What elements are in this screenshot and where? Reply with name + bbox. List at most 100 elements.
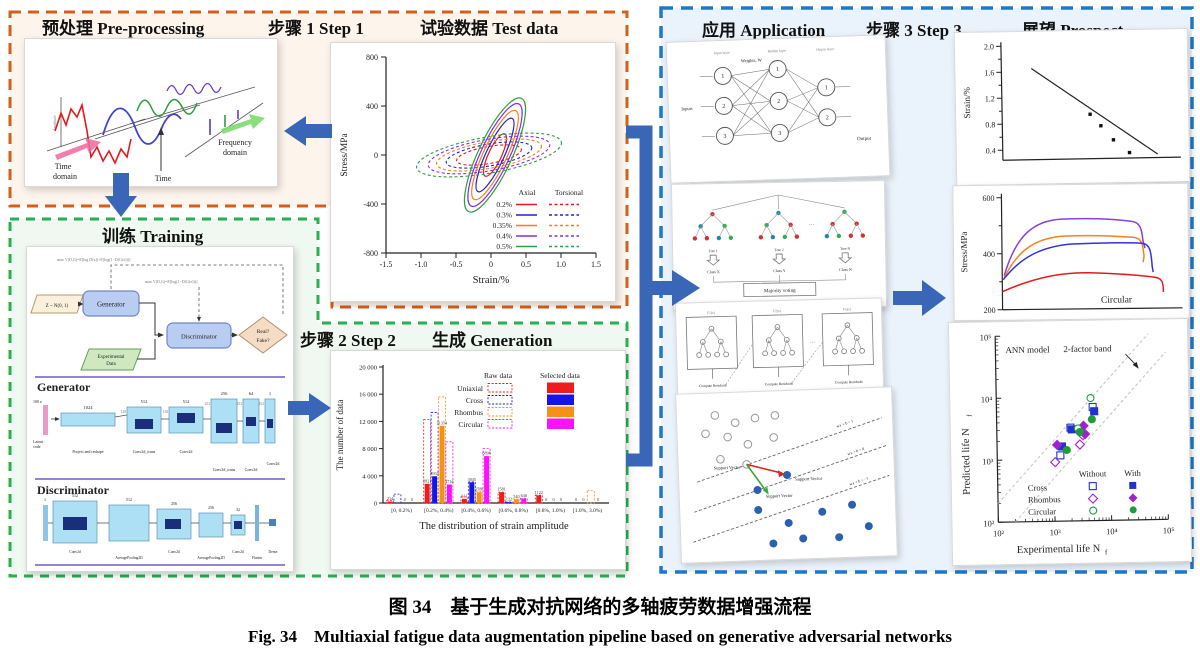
svg-text:Dense: Dense <box>269 550 278 554</box>
hysteresis-loops <box>415 97 563 213</box>
svg-text:8 000: 8 000 <box>362 446 377 453</box>
svg-text:11354: 11354 <box>437 420 448 425</box>
svg-text:-400: -400 <box>363 200 378 209</box>
svg-text:Conv2d: Conv2d <box>267 461 280 466</box>
svg-text:122: 122 <box>506 497 512 502</box>
svg-text:4 000: 4 000 <box>362 473 377 480</box>
svg-text:0.5%: 0.5% <box>496 242 512 251</box>
stress-curve <box>1003 234 1145 279</box>
svg-text:Conv2d: Conv2d <box>245 467 258 472</box>
svg-text:Rhombus: Rhombus <box>454 408 483 417</box>
svg-text:512: 512 <box>183 399 190 404</box>
svg-text:512: 512 <box>72 493 78 498</box>
svg-text:0: 0 <box>411 497 413 502</box>
svm-card: wx + b = 1 wx + b = 0 wx + b = −1 <box>675 386 898 564</box>
ann-weights-label: Weights, W <box>741 58 763 65</box>
svg-text:3: 3 <box>778 131 781 137</box>
svg-text:0.8: 0.8 <box>985 120 995 129</box>
svg-text:1.2: 1.2 <box>985 94 995 103</box>
svg-text:-800: -800 <box>363 249 378 258</box>
svg-text:640: 640 <box>521 493 527 498</box>
svg-text:0: 0 <box>553 497 555 502</box>
header-training: 训练 Training <box>102 227 204 246</box>
svg-text:Conv2d: Conv2d <box>232 550 244 554</box>
generator-loss-formula: max V(D,G)=E[log D(x)]+E[log(1−D(G(z)))] <box>57 257 131 263</box>
svg-text:wx + b = 0: wx + b = 0 <box>847 446 865 456</box>
svg-text:Tree 1: Tree 1 <box>708 249 717 253</box>
svg-text:252: 252 <box>259 402 265 406</box>
svg-text:[0.4%, 0.6%): [0.4%, 0.6%) <box>461 507 490 514</box>
x-axis-label: Strain/% <box>473 275 510 286</box>
frequency-domain-label: domain <box>223 148 247 157</box>
band-annotation: 2-factor band <box>1063 343 1112 354</box>
time-axis-label: Time <box>155 174 172 183</box>
stress-curve <box>1002 272 1165 293</box>
band-upper <box>997 333 1149 504</box>
bar-series: 214 0 028213933113542716611304515886896158… <box>386 396 599 504</box>
svg-text:Uniaxial: Uniaxial <box>457 384 483 393</box>
svg-text:Compute Residuals: Compute Residuals <box>835 380 864 385</box>
time-signal <box>54 102 132 165</box>
svg-text:256: 256 <box>171 501 177 506</box>
svg-text:0: 0 <box>545 497 547 502</box>
svg-text:2716: 2716 <box>445 479 453 484</box>
curve-annotation: Circular <box>1101 295 1133 305</box>
y-axis-label: Stress/MPa <box>959 232 969 273</box>
header-step3: 步骤 3 Step 3 <box>866 21 962 40</box>
svg-text:512: 512 <box>126 497 132 502</box>
svg-text:0: 0 <box>575 497 577 502</box>
svg-text:Torsional: Torsional <box>555 188 583 197</box>
svg-text:256: 256 <box>221 391 229 396</box>
generator-section-title: Generator <box>37 380 91 394</box>
header-step1: 步骤 1 Step 1 <box>268 19 364 38</box>
svg-text:Conv2d_trans: Conv2d_trans <box>133 449 156 454</box>
ann-diagram: Input layer Hidden layer Output layer <box>681 47 872 145</box>
random-forest-card: ··· Tree 1 Tree 2 Tree N Class X Class Y… <box>670 180 888 311</box>
svg-text:1: 1 <box>825 85 828 91</box>
svg-text:Hidden layer: Hidden layer <box>768 49 788 54</box>
svg-text:Conv2d: Conv2d <box>69 550 81 554</box>
svg-text:Without: Without <box>1079 468 1107 478</box>
boosting-card: F1(x) F2(x) Fn(x) ··· Compute Residuals … <box>674 297 885 400</box>
svg-text:[0, 0.2%): [0, 0.2%) <box>391 507 412 514</box>
generator-block-labels: Project and reshape Conv2d_trans Conv2d … <box>72 449 279 472</box>
generation-legend: Raw data Selected data Uniaxial Cross Rh… <box>454 371 581 429</box>
svg-text:10⁵: 10⁵ <box>980 332 992 342</box>
svg-text:Project and reshape: Project and reshape <box>72 449 104 454</box>
amplitude-axis-label: Amplitude <box>53 115 57 131</box>
ann-card: Input layer Hidden layer Output layer <box>665 34 891 184</box>
svg-text:Conv2d_trans: Conv2d_trans <box>213 467 236 472</box>
latent-input-node <box>30 294 84 314</box>
svg-text:10³: 10³ <box>1050 527 1062 537</box>
svg-text:Compute Residuals: Compute Residuals <box>765 382 794 387</box>
caption-zh: 图 34 基于生成对抗网络的多轴疲劳数据增强流程 <box>388 597 812 618</box>
life-prediction-card: 10² 10³ 10⁴ 10⁵ 10⁵ 10⁴ 10³ 10² ANN mode… <box>947 317 1193 567</box>
svg-text:Cross: Cross <box>1028 482 1048 492</box>
svg-text:[1.0%, 3.0%): [1.0%, 3.0%) <box>573 507 602 514</box>
svg-text:128: 128 <box>121 410 127 414</box>
x-axis-label-sub: f <box>1105 548 1108 556</box>
svg-text:1.6: 1.6 <box>984 68 994 77</box>
svg-text:[0.8%, 1.0%): [0.8%, 1.0%) <box>536 507 565 514</box>
strain-life-chart: 2.0 1.6 1.2 0.8 0.4 Strain/% <box>962 42 1181 161</box>
discriminator-section-title: Discriminator <box>37 483 110 497</box>
y-ticks: 0 4 000 8 000 12 000 16 000 20 000 <box>359 365 383 508</box>
svg-text:Fn(x): Fn(x) <box>843 307 852 311</box>
svg-text:252: 252 <box>205 402 211 406</box>
svg-text:1122: 1122 <box>535 490 543 495</box>
svg-text:-1.0: -1.0 <box>415 260 428 269</box>
svg-text:0.4: 0.4 <box>986 146 996 155</box>
y-axis-label: Predicted life N <box>961 428 973 495</box>
real-fake-label: Real? <box>257 329 270 335</box>
header-step2: 步骤 2 Step 2 <box>300 331 396 350</box>
svg-text:Circular: Circular <box>1028 506 1056 516</box>
frequency-domain-label: Frequency <box>218 138 252 147</box>
svg-text:AveragePooling2D: AveragePooling2D <box>115 556 143 560</box>
y-ticks: 800 400 0 -400 -800 <box>363 53 386 258</box>
forest-dots: ··· <box>809 222 815 228</box>
svg-text:2: 2 <box>826 115 829 121</box>
preprocessing-illustration: Amplitude Time domain Time Frequency <box>46 82 265 183</box>
frequency-domain-arrow-icon <box>221 114 265 134</box>
svg-text:0.4%: 0.4% <box>496 232 512 241</box>
svg-text:6896: 6896 <box>482 451 490 456</box>
